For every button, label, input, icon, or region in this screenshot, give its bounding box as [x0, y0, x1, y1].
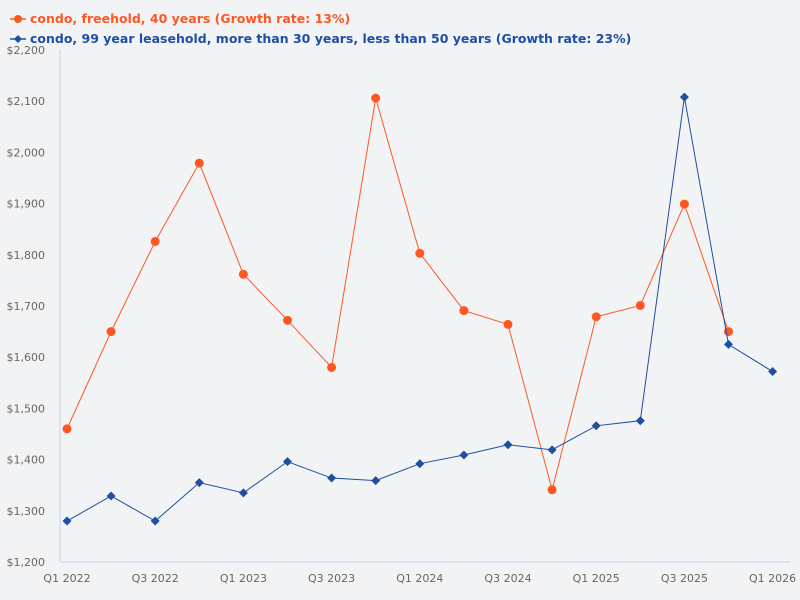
legend: condo, freehold, 40 years (Growth rate: … — [10, 9, 631, 49]
y-tick-label: $1,700 — [7, 300, 46, 313]
x-tick-label: Q3 2023 — [308, 572, 355, 585]
y-tick-label: $1,500 — [7, 402, 46, 415]
data-point — [150, 516, 160, 526]
data-point — [106, 327, 116, 337]
data-point — [591, 312, 601, 322]
data-point — [238, 488, 248, 498]
data-point — [635, 300, 645, 310]
series-2 — [62, 92, 778, 526]
x-tick-label: Q3 2022 — [132, 572, 179, 585]
data-point — [724, 339, 733, 349]
x-tick-label: Q3 2024 — [484, 572, 531, 585]
data-point — [679, 199, 689, 209]
y-tick-label: $1,300 — [7, 505, 46, 518]
data-point — [238, 269, 248, 279]
x-tick-label: Q1 2026 — [749, 572, 796, 585]
data-point — [591, 421, 601, 431]
data-point — [415, 248, 425, 258]
data-point — [459, 306, 469, 316]
legend-item-leasehold[interactable]: condo, 99 year leasehold, more than 30 y… — [10, 29, 631, 49]
y-tick-label: $2,000 — [7, 146, 46, 159]
y-tick-label: $1,800 — [7, 249, 46, 262]
legend-label: condo, freehold, 40 years (Growth rate: … — [30, 11, 351, 26]
series-line — [66, 97, 773, 522]
data-point — [106, 491, 116, 501]
diamond-marker-icon — [10, 35, 26, 43]
data-point — [327, 362, 337, 372]
y-tick-label: $1,400 — [7, 454, 46, 467]
data-point — [283, 457, 292, 467]
data-point — [62, 516, 72, 526]
legend-item-freehold[interactable]: condo, freehold, 40 years (Growth rate: … — [10, 9, 631, 29]
data-point — [768, 367, 778, 377]
data-point — [327, 473, 337, 483]
circle-marker-icon — [10, 15, 26, 23]
y-tick-label: $2,200 — [7, 44, 46, 57]
data-point — [371, 93, 381, 103]
series-1 — [62, 93, 733, 495]
y-tick-label: $1,900 — [7, 198, 46, 211]
x-tick-label: Q1 2024 — [396, 572, 443, 585]
y-tick-label: $2,100 — [7, 95, 46, 108]
data-point — [459, 450, 469, 460]
data-point — [371, 476, 381, 486]
x-tick-label: Q3 2025 — [661, 572, 708, 585]
data-point — [194, 478, 204, 488]
data-point — [547, 485, 557, 495]
x-tick-label: Q1 2025 — [573, 572, 620, 585]
series-line — [66, 97, 729, 492]
data-point — [283, 315, 292, 325]
x-tick-label: Q1 2022 — [43, 572, 90, 585]
data-point — [503, 440, 513, 450]
x-tick-label: Q1 2023 — [220, 572, 267, 585]
y-tick-label: $1,200 — [7, 556, 46, 569]
data-point — [635, 416, 645, 426]
data-point — [415, 459, 425, 469]
data-point — [194, 158, 204, 168]
data-point — [150, 236, 160, 246]
data-point — [503, 319, 513, 329]
data-point — [62, 424, 72, 434]
data-point — [679, 92, 689, 102]
y-tick-label: $1,600 — [7, 351, 46, 364]
data-point — [547, 445, 557, 455]
legend-label: condo, 99 year leasehold, more than 30 y… — [30, 31, 632, 46]
